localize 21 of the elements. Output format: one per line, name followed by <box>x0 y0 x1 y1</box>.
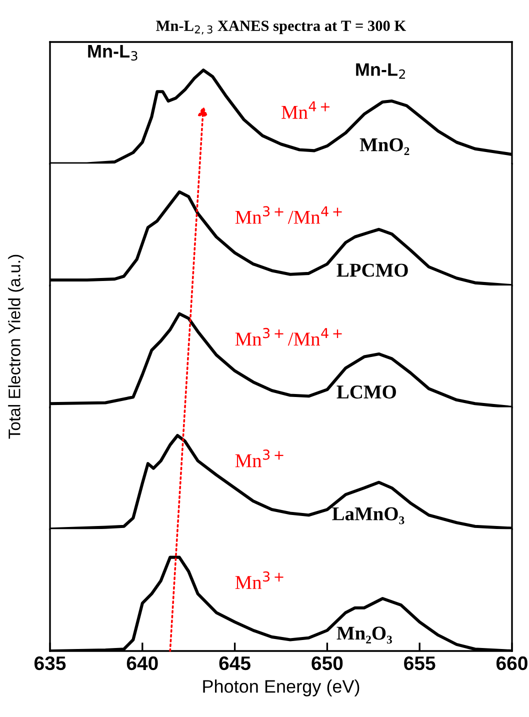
x-tick-label: 650 <box>312 656 343 670</box>
text: Mn-L$_{3}$ <box>88 45 138 61</box>
x-tick-label: 655 <box>404 656 436 670</box>
annotation: Mn-L$_{2}$ <box>356 63 405 79</box>
x-axis-title: Photon Energy (eV) <box>203 680 360 696</box>
annotation: Mn$^{4+}$ <box>282 101 330 119</box>
series-label: LaMnO₃ <box>332 507 404 524</box>
chart-title: Mn-L$_{2,3}$ XANES spectra at T = 300 K <box>156 20 406 35</box>
series-label: MnO₂ <box>360 138 410 156</box>
x-tick-label: 660 <box>496 656 528 670</box>
x-tick-label: 645 <box>219 656 250 670</box>
series-label: Mn₂O₃ <box>336 626 392 644</box>
annotation: Mn$^{3+}$ <box>235 450 284 468</box>
series-label: LCMO <box>336 386 396 399</box>
series-label: LPCMO <box>336 264 408 277</box>
x-tick-label: 635 <box>34 656 66 670</box>
annotation: Mn$^{3+}$/Mn$^{4+}$ <box>235 328 342 346</box>
annotation: Mn$^{3+}$ <box>235 571 284 589</box>
annotation: Mn$^{3+}$/Mn$^{4+}$ <box>235 206 342 224</box>
y-axis-title: Total Electron Yield (a.u.) <box>8 254 24 439</box>
x-tick-label: 640 <box>126 656 158 670</box>
